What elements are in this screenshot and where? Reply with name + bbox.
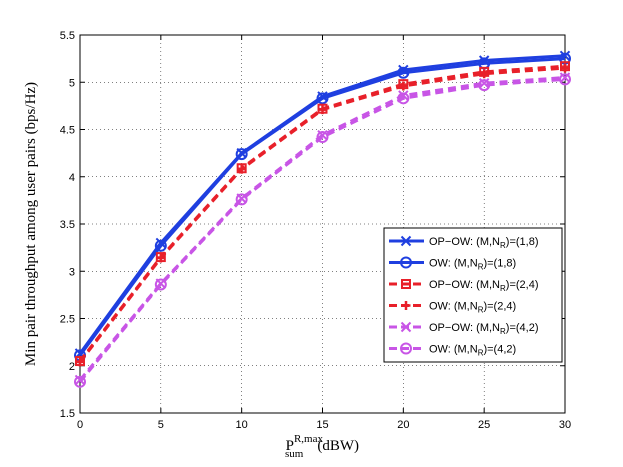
series-4 — [75, 63, 570, 367]
series-2 — [74, 52, 571, 362]
legend-label-5-main: OP−OW: (M,N — [429, 322, 500, 334]
x-axis-label-subscript: sum — [285, 448, 304, 460]
legend-label-2: OW: (M,NR)=(1,8) — [429, 258, 516, 272]
series-6-point — [316, 131, 329, 144]
legend: OP−OW: (M,NR)=(1,8)OW: (M,NR)=(1,8)OP−OW… — [383, 227, 563, 363]
series-6-point — [235, 193, 248, 206]
legend-label-5: OP−OW: (M,NR)=(4,2) — [429, 322, 539, 336]
legend-marker-5 — [400, 321, 412, 333]
series-2-point — [397, 66, 410, 79]
series-layer — [74, 50, 571, 388]
legend-label-6-sub: R — [478, 349, 484, 358]
x-tick-label: 25 — [478, 419, 490, 431]
legend-label-6: OW: (M,NR)=(4,2) — [429, 344, 516, 358]
x-axis-label-main: P — [286, 438, 294, 454]
legend-label-6-main: OW: (M,N — [429, 344, 478, 356]
legend-label-3-main: OP−OW: (M,N — [429, 279, 500, 291]
legend-label-1-main: OP−OW: (M,N — [429, 236, 500, 248]
legend-label-2-sub: R — [478, 263, 484, 272]
x-tick-label: 0 — [77, 419, 83, 431]
legend-label-1: OP−OW: (M,NR)=(1,8) — [429, 236, 539, 250]
series-6-point — [397, 92, 410, 105]
legend-marker-2 — [400, 256, 412, 269]
x-tick-label: 30 — [559, 419, 571, 431]
y-tick-label: 4 — [69, 172, 75, 184]
series-1-point — [155, 237, 167, 249]
y-tick-label: 5 — [69, 77, 75, 89]
y-tick-label: 5.5 — [60, 30, 75, 42]
legend-label-1-sub: R — [500, 241, 506, 250]
legend-label-2-tail: )=(1,8) — [483, 258, 516, 270]
series-2-point — [235, 148, 248, 161]
series-2-point — [316, 92, 329, 105]
y-tick-label: 3.5 — [60, 219, 75, 231]
legend-label-4-main: OW: (M,N — [429, 301, 478, 313]
series-6-point — [74, 375, 86, 388]
legend-marker-6 — [400, 342, 412, 355]
legend-label-6-tail: )=(4,2) — [483, 344, 516, 356]
series-2-point — [154, 239, 167, 252]
legend-label-3: OP−OW: (M,NR)=(2,4) — [429, 279, 539, 293]
legend-label-4-tail: )=(2,4) — [483, 301, 516, 313]
x-axis-label-unit: (dBW) — [317, 438, 359, 454]
legend-label-3-tail: )=(2,4) — [506, 279, 539, 291]
series-6-point — [154, 278, 167, 291]
y-tick-label: 2.5 — [60, 314, 75, 326]
series-6-point — [559, 73, 571, 86]
series-2-line — [78, 57, 566, 357]
legend-label-5-tail: )=(4,2) — [506, 322, 539, 334]
legend-label-3-sub: R — [500, 284, 506, 293]
x-tick-label: 20 — [397, 419, 409, 431]
legend-label-4-sub: R — [478, 306, 484, 315]
legend-box — [383, 227, 563, 363]
legend-label-5-sub: R — [500, 327, 506, 336]
series-6-point — [478, 79, 491, 92]
y-tick-label: 2 — [69, 361, 75, 373]
legend-label-2-main: OW: (M,N — [429, 258, 478, 270]
axis-ticks: 0 5 10 15 20 25 30 1.5 2 2.5 3 3.5 4 4.5 5 5.5 — [60, 30, 571, 431]
x-tick-label: 15 — [316, 419, 328, 431]
y-tick-label: 1.5 — [60, 408, 75, 420]
series-6-line — [78, 77, 566, 383]
x-axis-label-superscript: R,max — [294, 433, 324, 445]
y-tick-label: 4.5 — [60, 125, 75, 137]
series-6 — [74, 73, 571, 388]
x-tick-label: 5 — [158, 419, 164, 431]
y-tick-label: 3 — [69, 266, 75, 278]
legend-label-1-tail: )=(1,8) — [506, 236, 539, 248]
y-axis-label: Min pair throughput among user pairs (bp… — [23, 82, 39, 366]
legend-label-4: OW: (M,NR)=(2,4) — [429, 301, 516, 315]
legend-marker-1 — [400, 235, 412, 247]
x-axis-label: PR,max sum (dBW) — [285, 433, 359, 460]
x-tick-label: 10 — [236, 419, 248, 431]
